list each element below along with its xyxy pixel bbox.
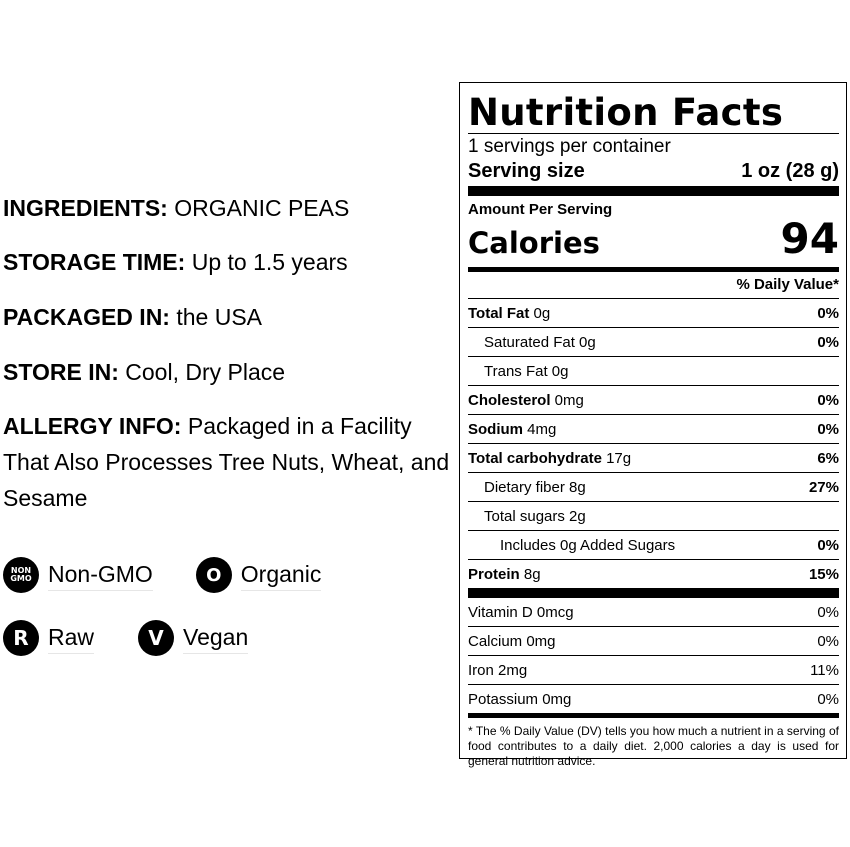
serving-size-value: 1 oz (28 g)	[741, 160, 839, 182]
allergy-label: ALLERGY INFO:	[3, 413, 182, 439]
daily-value: 0%	[817, 420, 839, 438]
serving-size-label: Serving size	[468, 160, 585, 182]
badge-vegan: V Vegan	[138, 620, 249, 656]
divider-thick	[468, 588, 839, 598]
badge-raw: R Raw	[3, 620, 95, 656]
serving-size-row: Serving size 1 oz (28 g)	[468, 159, 839, 184]
allergy-info: ALLERGY INFO: Packaged in a Facility Tha…	[3, 408, 458, 516]
divider	[468, 133, 839, 134]
nutrient-row-sodium: Sodium 4mg 0%	[468, 414, 839, 443]
badge-organic: O Organic	[195, 557, 322, 593]
ingredients-label: INGREDIENTS:	[3, 195, 168, 221]
ingredients-value: ORGANIC PEAS	[167, 195, 350, 221]
allergy-value: Packaged in a Facility That Also Process…	[3, 413, 450, 511]
badge-non-gmo: NON GMO Non-GMO	[3, 557, 153, 593]
store-in-value: Cool, Dry Place	[118, 359, 286, 385]
store-in-line: STORE IN: Cool, Dry Place	[3, 354, 285, 390]
nutrient-row-trans-fat: Trans Fat 0g	[468, 356, 839, 385]
daily-value: 15%	[808, 565, 839, 583]
vitamin-row-vitamin-d: Vitamin D 0mcg 0%	[468, 603, 839, 621]
packaged-in-label: PACKAGED IN:	[3, 304, 170, 330]
badge-label-non-gmo: Non-GMO	[48, 559, 153, 591]
badge-label-organic: Organic	[240, 559, 322, 591]
nutrition-facts-label: Nutrition Facts 1 servings per container…	[459, 82, 847, 768]
nutrient-row-dietary-fiber: Dietary fiber 8g 27%	[468, 472, 839, 501]
badge-row-2: R Raw V Vegan	[3, 620, 249, 656]
packaged-in-value: the USA	[169, 304, 263, 330]
amount-per-serving: Amount Per Serving	[468, 201, 613, 218]
non-gmo-icon: NON GMO	[3, 557, 39, 593]
raw-icon: R	[3, 620, 39, 656]
daily-value: 0%	[817, 536, 839, 554]
daily-value: 0%	[817, 690, 839, 708]
calories-row: Calories 94	[468, 214, 839, 263]
daily-value-header: % Daily Value*	[736, 276, 839, 293]
divider-medium	[468, 713, 839, 718]
storage-time-value: Up to 1.5 years	[185, 249, 348, 275]
daily-value: 6%	[817, 449, 839, 467]
vitamin-row-iron: Iron 2mg 11%	[468, 655, 839, 684]
nutrient-row-total-carbohydrate: Total carbohydrate 17g 6%	[468, 443, 839, 472]
nutrient-row-protein: Protein 8g 15%	[468, 559, 839, 588]
badge-label-raw: Raw	[48, 622, 95, 654]
vitamin-row-calcium: Calcium 0mg 0%	[468, 626, 839, 655]
vegan-icon: V	[138, 620, 175, 656]
servings-per-container: 1 servings per container	[468, 136, 671, 157]
nutrient-row-cholesterol: Cholesterol 0mg 0%	[468, 385, 839, 414]
nutrient-row-added-sugars: Includes 0g Added Sugars 0%	[468, 530, 839, 559]
daily-value: 0%	[817, 391, 839, 409]
daily-value: 0%	[817, 603, 839, 621]
daily-value-footnote: * The % Daily Value (DV) tells you how m…	[468, 724, 839, 768]
calories-label: Calories	[468, 226, 600, 260]
daily-value: 0%	[817, 632, 839, 650]
nutrient-row-saturated-fat: Saturated Fat 0g 0%	[468, 327, 839, 356]
daily-value: 0%	[817, 304, 839, 322]
vitamin-row-potassium: Potassium 0mg 0%	[468, 684, 839, 713]
ingredients-line: INGREDIENTS: ORGANIC PEAS	[3, 190, 349, 226]
storage-time-line: STORAGE TIME: Up to 1.5 years	[3, 244, 348, 280]
packaged-in-line: PACKAGED IN: the USA	[3, 299, 262, 335]
nutrient-row-total-fat: Total Fat 0g 0%	[468, 298, 839, 327]
nutrient-row-total-sugars: Total sugars 2g	[468, 501, 839, 530]
storage-time-label: STORAGE TIME:	[3, 249, 186, 275]
divider-medium	[468, 267, 839, 272]
daily-value: 0%	[817, 333, 839, 351]
badge-label-vegan: Vegan	[183, 622, 249, 654]
badge-row-1: NON GMO Non-GMO O Organic	[3, 557, 322, 593]
calories-value: 94	[780, 214, 839, 263]
divider-thick	[468, 186, 839, 196]
daily-value: 11%	[810, 661, 839, 679]
nutrition-facts-title: Nutrition Facts	[468, 91, 784, 134]
organic-icon: O	[195, 557, 232, 593]
daily-value: 27%	[808, 478, 839, 496]
store-in-label: STORE IN:	[3, 359, 119, 385]
